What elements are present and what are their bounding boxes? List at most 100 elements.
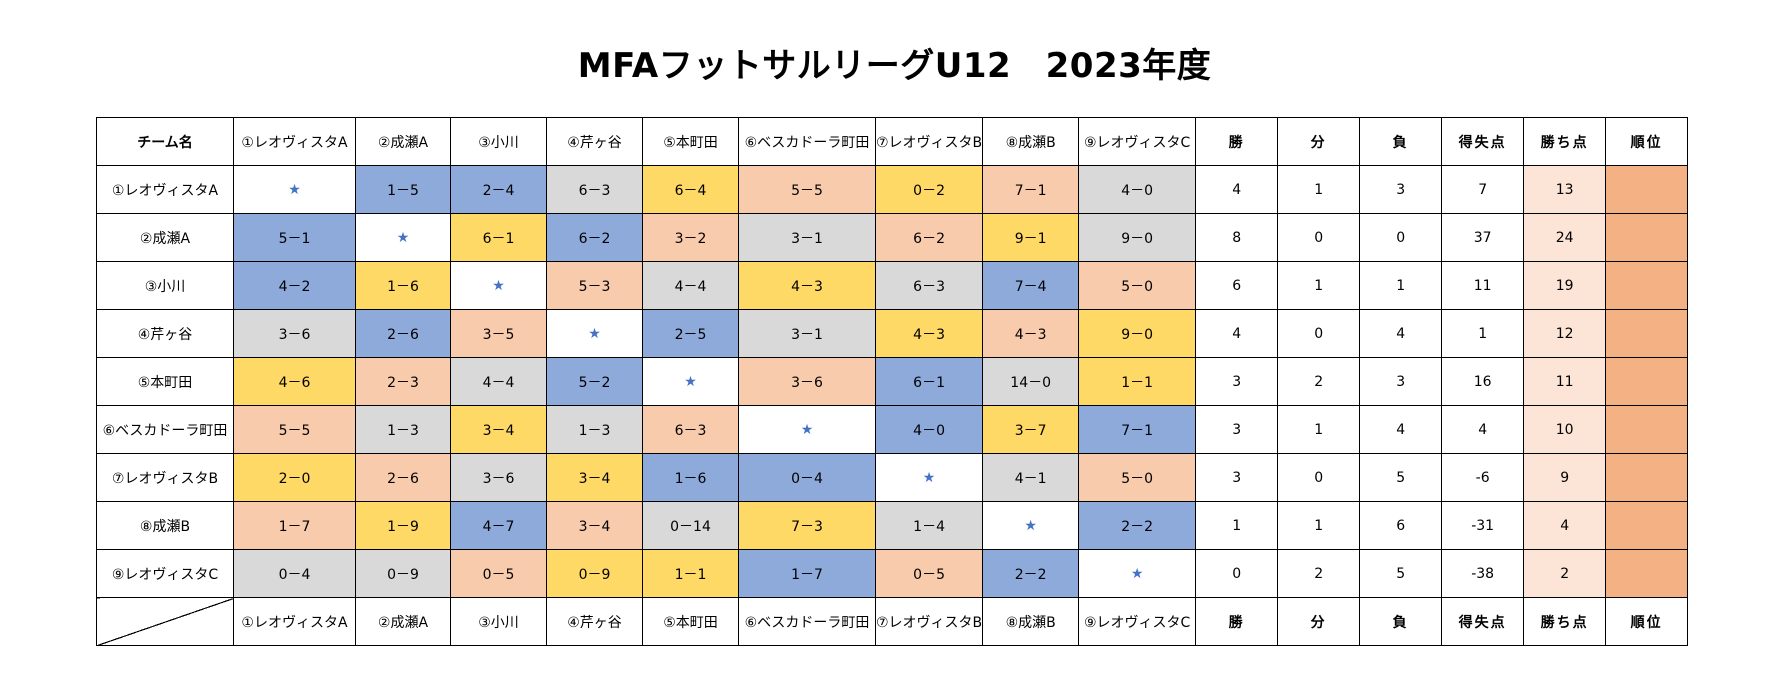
rank-header: 順位 [1605, 117, 1689, 166]
match-score-cell: 9－1 [982, 213, 1080, 262]
match-score-cell: 1－6 [355, 261, 451, 310]
wins-cell: 3 [1195, 453, 1279, 502]
match-score-cell: 3－2 [642, 213, 739, 262]
match-score-cell: 5－5 [233, 405, 356, 454]
footer-column-header-team: ③小川 [450, 597, 547, 646]
match-score-cell: 3－7 [982, 405, 1080, 454]
draws-cell: 0 [1277, 213, 1361, 262]
match-score-cell: 5－3 [546, 261, 643, 310]
table-row: ⑨レオヴィスタC 0－4 0－9 0－5 0－9 1－1 1－7 0－5 2－2 ★ 0 2 5 -38 2 [96, 549, 1689, 598]
goal-diff-cell: -6 [1441, 453, 1525, 502]
self-match-star-icon: ★ [450, 261, 547, 310]
match-score-cell: 0－2 [874, 165, 984, 214]
rank-cell [1605, 405, 1689, 454]
match-score-cell: 2－5 [642, 309, 739, 358]
losses-cell: 3 [1359, 165, 1443, 214]
losses-cell: 5 [1359, 453, 1443, 502]
table-row: ④芹ヶ谷 3－6 2－6 3－5 ★ 2－5 3－1 4－3 4－3 9－0 4 0 4 1 12 [96, 309, 1689, 358]
rank-cell [1605, 309, 1689, 358]
footer-column-header-team: ④芹ヶ谷 [546, 597, 643, 646]
footer-stat-header: 順位 [1605, 597, 1689, 646]
wins-cell: 3 [1195, 357, 1279, 406]
match-score-cell: 0－14 [642, 501, 739, 550]
self-match-star-icon: ★ [982, 501, 1080, 550]
losses-cell: 4 [1359, 405, 1443, 454]
points-cell: 12 [1523, 309, 1607, 358]
row-team-name: ⑧成瀬B [96, 501, 234, 550]
rank-cell [1605, 453, 1689, 502]
match-score-cell: 4－0 [874, 405, 984, 454]
match-score-cell: 3－6 [450, 453, 547, 502]
goal-diff-cell: 1 [1441, 309, 1525, 358]
match-score-cell: 2－4 [450, 165, 547, 214]
match-score-cell: 1－4 [874, 501, 984, 550]
self-match-star-icon: ★ [874, 453, 984, 502]
row-team-name: ⑥ベスカドーラ町田 [96, 405, 234, 454]
match-score-cell: 4－0 [1078, 165, 1197, 214]
match-score-cell: 3－5 [450, 309, 547, 358]
losses-header: 負 [1359, 117, 1443, 166]
match-score-cell: 7－1 [982, 165, 1080, 214]
column-header-team: ④芹ヶ谷 [546, 117, 643, 166]
wins-cell: 0 [1195, 549, 1279, 598]
match-score-cell: 5－5 [738, 165, 876, 214]
match-score-cell: 0－4 [233, 549, 356, 598]
table-row: ⑥ベスカドーラ町田 5－5 1－3 3－4 1－3 6－3 ★ 4－0 3－7 7－1 3 1 4 4 10 [96, 405, 1689, 454]
draws-cell: 1 [1277, 405, 1361, 454]
match-score-cell: 4－2 [233, 261, 356, 310]
wins-cell: 6 [1195, 261, 1279, 310]
column-header-team: ③小川 [450, 117, 547, 166]
match-score-cell: 4－7 [450, 501, 547, 550]
table-row: ⑦レオヴィスタB 2－0 2－6 3－6 3－4 1－6 0－4 ★ 4－1 5－0 3 0 5 -6 9 [96, 453, 1689, 502]
footer-stat-header: 分 [1277, 597, 1361, 646]
match-score-cell: 5－0 [1078, 261, 1197, 310]
footer-column-header-team: ⑥ベスカドーラ町田 [738, 597, 876, 646]
column-header-team: ⑧成瀬B [982, 117, 1080, 166]
self-match-star-icon: ★ [355, 213, 451, 262]
match-score-cell: 5－0 [1078, 453, 1197, 502]
points-cell: 4 [1523, 501, 1607, 550]
row-team-name: ⑤本町田 [96, 357, 234, 406]
column-header-team: ⑨レオヴィスタC [1078, 117, 1197, 166]
match-score-cell: 3－4 [546, 453, 643, 502]
match-score-cell: 3－1 [738, 213, 876, 262]
wins-cell: 4 [1195, 165, 1279, 214]
goal-diff-cell: 4 [1441, 405, 1525, 454]
footer-column-header-team: ⑨レオヴィスタC [1078, 597, 1197, 646]
match-score-cell: 3－1 [738, 309, 876, 358]
footer-stat-header: 負 [1359, 597, 1443, 646]
match-score-cell: 1－7 [738, 549, 876, 598]
losses-cell: 3 [1359, 357, 1443, 406]
draws-cell: 1 [1277, 165, 1361, 214]
footer-column-header-team: ①レオヴィスタA [233, 597, 356, 646]
goal-diff-cell: 7 [1441, 165, 1525, 214]
diagonal-corner-cell [96, 597, 234, 646]
footer-column-header-team: ②成瀬A [355, 597, 451, 646]
points-cell: 13 [1523, 165, 1607, 214]
match-score-cell: 7－1 [1078, 405, 1197, 454]
match-score-cell: 0－9 [355, 549, 451, 598]
row-team-name: ⑦レオヴィスタB [96, 453, 234, 502]
match-score-cell: 4－6 [233, 357, 356, 406]
column-header-team: ⑦レオヴィスタB [874, 117, 984, 166]
goal-diff-cell: 37 [1441, 213, 1525, 262]
wins-cell: 4 [1195, 309, 1279, 358]
column-header-team: ②成瀬A [355, 117, 451, 166]
draws-cell: 2 [1277, 357, 1361, 406]
self-match-star-icon: ★ [1078, 549, 1197, 598]
draws-cell: 0 [1277, 453, 1361, 502]
match-score-cell: 2－6 [355, 453, 451, 502]
footer-stat-header: 勝ち点 [1523, 597, 1607, 646]
team-name-header: チーム名 [96, 117, 234, 166]
match-score-cell: 6－4 [642, 165, 739, 214]
points-cell: 19 [1523, 261, 1607, 310]
draws-cell: 2 [1277, 549, 1361, 598]
match-score-cell: 9－0 [1078, 213, 1197, 262]
points-header: 勝ち点 [1523, 117, 1607, 166]
table-row: ⑧成瀬B 1－7 1－9 4－7 3－4 0－14 7－3 1－4 ★ 2－2 1 1 6 -31 4 [96, 501, 1689, 550]
match-score-cell: 1－1 [1078, 357, 1197, 406]
self-match-star-icon: ★ [642, 357, 739, 406]
match-score-cell: 6－1 [450, 213, 547, 262]
match-score-cell: 2－3 [355, 357, 451, 406]
goal-diff-cell: -38 [1441, 549, 1525, 598]
